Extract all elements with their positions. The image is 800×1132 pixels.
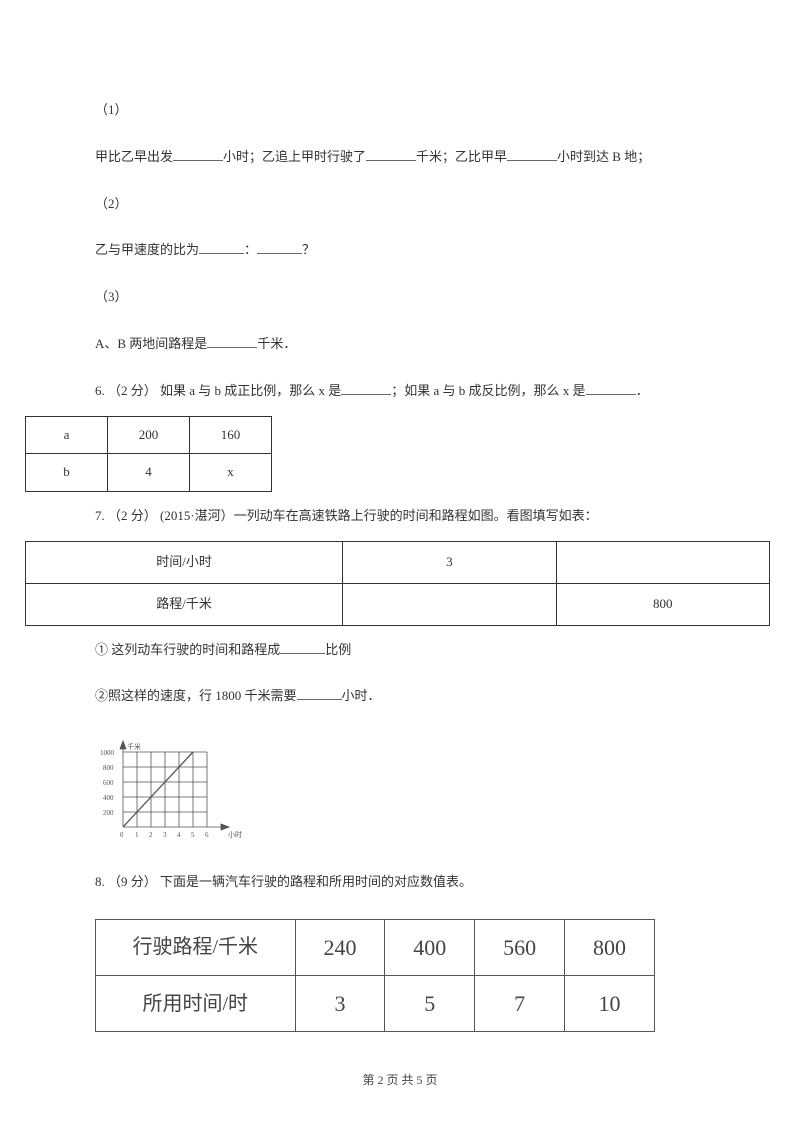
cell: 400: [385, 919, 475, 975]
ytick: 400: [103, 794, 114, 802]
blank[interactable]: [366, 147, 416, 161]
cell: 时间/小时: [26, 541, 343, 583]
text: 千米．: [257, 336, 296, 351]
table-time-dist: 时间/小时 3 路程/千米 800: [25, 541, 770, 626]
q6-line: 6. （2 分） 如果 a 与 b 成正比例，那么 x 是 ；如果 a 与 b 成…: [95, 381, 705, 402]
ytick: 600: [103, 779, 114, 787]
cell: [343, 583, 556, 625]
cell: 200: [108, 416, 190, 454]
ytick: 1000: [100, 749, 115, 757]
blank[interactable]: [586, 381, 636, 395]
text: ？: [302, 242, 315, 257]
table-row: b 4 x: [26, 454, 272, 492]
cell: 路程/千米: [26, 583, 343, 625]
table-row: 时间/小时 3: [26, 541, 770, 583]
text: ；如果 a 与 b 成反比例，那么 x 是: [391, 383, 585, 398]
table-car: 行驶路程/千米 240 400 560 800 所用时间/时 3 5 7 10: [95, 919, 655, 1032]
page-footer: 第 2 页 共 5 页: [0, 1071, 800, 1090]
cell: 行驶路程/千米: [96, 919, 296, 975]
cell: 800: [556, 583, 769, 625]
blank[interactable]: [280, 640, 325, 654]
cell: 10: [565, 975, 655, 1031]
cell: 800: [565, 919, 655, 975]
text: ① 这列动车行驶的时间和路程成: [95, 642, 280, 657]
cell: [556, 541, 769, 583]
q-part2-line: 乙与甲速度的比为 ： ？: [95, 240, 705, 261]
text: 甲比乙早出发: [95, 149, 173, 164]
text: ：: [244, 242, 257, 257]
text: ．: [636, 383, 649, 398]
xtick: 1: [135, 831, 139, 839]
text: 千米；乙比甲早: [416, 149, 507, 164]
text: 乙与甲速度的比为: [95, 242, 199, 257]
xtick: 3: [163, 831, 167, 839]
blank[interactable]: [173, 147, 223, 161]
table-row: 路程/千米 800: [26, 583, 770, 625]
ylabel: 千米: [127, 742, 141, 751]
text: 小时到达 B 地；: [557, 149, 650, 164]
xtick: 6: [205, 831, 209, 839]
cell: b: [26, 454, 108, 492]
svg-text:0: 0: [120, 831, 124, 839]
blank[interactable]: [297, 686, 342, 700]
cell: 7: [475, 975, 565, 1031]
cell: x: [190, 454, 272, 492]
cell: 3: [343, 541, 556, 583]
ytick: 800: [103, 764, 114, 772]
cell: 560: [475, 919, 565, 975]
text: 比例: [325, 642, 351, 657]
q-part3-num: （3）: [95, 287, 705, 308]
xtick: 2: [149, 831, 153, 839]
q-part2-num: （2）: [95, 194, 705, 215]
cell: 3: [295, 975, 385, 1031]
q8-text: 8. （9 分） 下面是一辆汽车行驶的路程和所用时间的对应数值表。: [95, 872, 705, 893]
cell: a: [26, 416, 108, 454]
q-part1-line: 甲比乙早出发 小时；乙追上甲时行驶了 千米；乙比甲早 小时到达 B 地；: [95, 147, 705, 168]
blank[interactable]: [257, 240, 302, 254]
blank[interactable]: [341, 381, 391, 395]
table-ab: a 200 160 b 4 x: [25, 416, 272, 493]
table-row: 行驶路程/千米 240 400 560 800: [96, 919, 655, 975]
xlabel: 小时: [228, 830, 242, 839]
cell: 5: [385, 975, 475, 1031]
line-chart: 千米 小时 200 400 600 800 1000 0 1 2 3 4 5 6: [95, 737, 245, 847]
cell: 4: [108, 454, 190, 492]
xtick: 4: [177, 831, 181, 839]
q7-sub2: ②照这样的速度，行 1800 千米需要 小时．: [95, 686, 705, 707]
blank[interactable]: [199, 240, 244, 254]
text: A、B 两地间路程是: [95, 336, 207, 351]
text: 6. （2 分） 如果 a 与 b 成正比例，那么 x 是: [95, 383, 341, 398]
q7-text: 7. （2 分） (2015·湛河）一列动车在高速铁路上行驶的时间和路程如图。看…: [95, 506, 705, 527]
q-part1-num: （1）: [95, 100, 705, 121]
blank[interactable]: [507, 147, 557, 161]
table-row: a 200 160: [26, 416, 272, 454]
cell: 160: [190, 416, 272, 454]
text: ②照这样的速度，行 1800 千米需要: [95, 688, 297, 703]
ytick: 200: [103, 809, 114, 817]
q7-sub1: ① 这列动车行驶的时间和路程成 比例: [95, 640, 705, 661]
xtick: 5: [191, 831, 195, 839]
cell: 所用时间/时: [96, 975, 296, 1031]
table-row: 所用时间/时 3 5 7 10: [96, 975, 655, 1031]
cell: 240: [295, 919, 385, 975]
text: 小时；乙追上甲时行驶了: [223, 149, 366, 164]
blank[interactable]: [207, 334, 257, 348]
text: 小时．: [342, 688, 381, 703]
q-part3-line: A、B 两地间路程是 千米．: [95, 334, 705, 355]
